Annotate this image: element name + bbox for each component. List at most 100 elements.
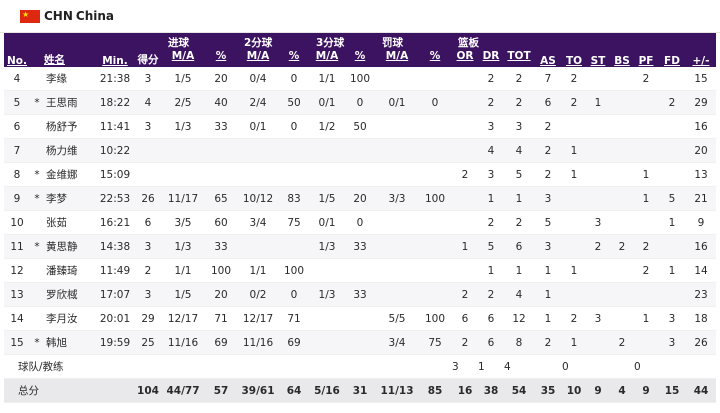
col-no[interactable]: No. [7, 55, 27, 67]
cell-tot: 8 [504, 330, 534, 355]
player-row: 7 杨力维 10:22 4 4 2 1 20 [4, 138, 716, 163]
cell-fg-pct: 20 [204, 67, 238, 91]
col-plus-minus[interactable]: +/- [692, 55, 710, 67]
col-fd[interactable]: FD [664, 55, 680, 67]
col-as[interactable]: AS [540, 55, 556, 67]
cell-pf [634, 114, 658, 139]
player-row: 14 李月汝 20:01 29 12/17 71 12/17 71 5/5 100 6 6 12 1 2 3 1… [4, 306, 716, 331]
cell-to: 2 [562, 67, 586, 91]
cell-bs [610, 306, 634, 331]
group-three: 3分球 [316, 37, 345, 49]
cell-two-ma: 12/17 [238, 306, 278, 331]
cell-to: 1 [562, 138, 586, 163]
col-two-ma[interactable]: M/A [246, 50, 270, 62]
col-pts[interactable]: 得分 [137, 54, 159, 66]
cell-fg-ma: 12/17 [162, 306, 204, 331]
cell-dr: 1 [478, 186, 504, 211]
cell-three-ma: 1/3 [310, 234, 344, 259]
totals-row-three-pct: 31 [344, 378, 376, 403]
cell-ft-pct: 0 [418, 90, 452, 115]
cell-pts: 26 [134, 186, 162, 211]
cell-dr: 6 [478, 330, 504, 355]
cell-pf: 2 [634, 67, 658, 91]
cell-three-ma: 1/3 [310, 282, 344, 307]
totals-row-two-ma: 39/61 [238, 378, 278, 403]
cell-bs: 2 [610, 234, 634, 259]
col-tot[interactable]: TOT [507, 50, 531, 62]
col-pf[interactable]: PF [638, 55, 654, 67]
cell-bs [610, 114, 634, 139]
col-fg-ma[interactable]: M/A [171, 50, 195, 62]
col-min[interactable]: Min. [102, 55, 128, 67]
cell-name[interactable]: 罗欣棫 [44, 282, 96, 307]
col-ft-ma[interactable]: M/A [385, 50, 409, 62]
col-three-ma[interactable]: M/A [315, 50, 339, 62]
cell-or: 2 [452, 282, 478, 307]
cell-pf [634, 138, 658, 163]
col-fg-pct[interactable]: % [215, 50, 227, 62]
cell-ft-ma [376, 162, 418, 187]
cell-three-pct: 50 [344, 114, 376, 139]
col-dr[interactable]: DR [482, 50, 500, 62]
cell-pts: 3 [134, 234, 162, 259]
col-two-pct[interactable]: % [288, 50, 300, 62]
cell-to: 2 [562, 306, 586, 331]
cell-to: 1 [562, 162, 586, 187]
col-ft-pct[interactable]: % [429, 50, 441, 62]
cell-dr: 2 [478, 90, 504, 115]
cell-bs: 2 [610, 330, 634, 355]
col-to[interactable]: TO [565, 55, 583, 67]
team-coach-row-as [534, 354, 562, 379]
cell-or: 2 [452, 330, 478, 355]
cell-bs [610, 138, 634, 163]
col-bs[interactable]: BS [614, 55, 630, 67]
col-name[interactable]: 姓名 [44, 54, 65, 66]
totals-row-fd: 15 [658, 378, 686, 403]
cell-star [30, 138, 44, 163]
cell-name[interactable]: 王思雨 [44, 90, 96, 115]
team-coach-row-label: 球队/教练 [4, 354, 134, 379]
cell-two-ma: 10/12 [238, 186, 278, 211]
cell-name[interactable]: 潘臻琦 [44, 258, 96, 283]
cell-name[interactable]: 黄思静 [44, 234, 96, 259]
cell-name[interactable]: 李缘 [44, 67, 96, 91]
cell-name[interactable]: 李月汝 [44, 306, 96, 331]
cell-two-pct: 0 [278, 282, 310, 307]
cell-name[interactable]: 韩旭 [44, 330, 96, 355]
cell-name[interactable]: 金维娜 [44, 162, 96, 187]
cell-pm: 13 [686, 162, 716, 187]
cell-two-pct: 71 [278, 306, 310, 331]
cell-tot: 3 [504, 114, 534, 139]
cell-two-ma: 1/1 [238, 258, 278, 283]
cell-pts: 25 [134, 330, 162, 355]
cell-or [452, 114, 478, 139]
cell-as: 1 [534, 258, 562, 283]
cell-or [452, 67, 478, 91]
cell-st [586, 330, 610, 355]
cell-to [562, 114, 586, 139]
cell-name[interactable]: 杨力维 [44, 138, 96, 163]
col-st[interactable]: ST [590, 55, 606, 67]
cell-no: 7 [4, 138, 30, 163]
cell-st [586, 186, 610, 211]
cell-three-pct: 33 [344, 234, 376, 259]
col-three-pct[interactable]: % [354, 50, 366, 62]
cell-name[interactable]: 李梦 [44, 186, 96, 211]
cell-name[interactable]: 张茹 [44, 210, 96, 235]
totals-row-label: 总分 [4, 378, 134, 403]
cell-three-pct [344, 330, 376, 355]
cell-pf: 1 [634, 162, 658, 187]
cell-as: 2 [534, 330, 562, 355]
cell-st [586, 114, 610, 139]
team-header: ★ CHN China [0, 0, 720, 33]
cell-pts: 6 [134, 210, 162, 235]
cell-to [562, 186, 586, 211]
cell-two-ma [238, 162, 278, 187]
cell-name[interactable]: 杨舒予 [44, 114, 96, 139]
group-reb: 篮板 [458, 37, 479, 49]
totals-row-as: 35 [534, 378, 562, 403]
cell-two-pct: 69 [278, 330, 310, 355]
cell-three-pct [344, 258, 376, 283]
cell-bs [610, 67, 634, 91]
col-or[interactable]: OR [456, 50, 474, 62]
